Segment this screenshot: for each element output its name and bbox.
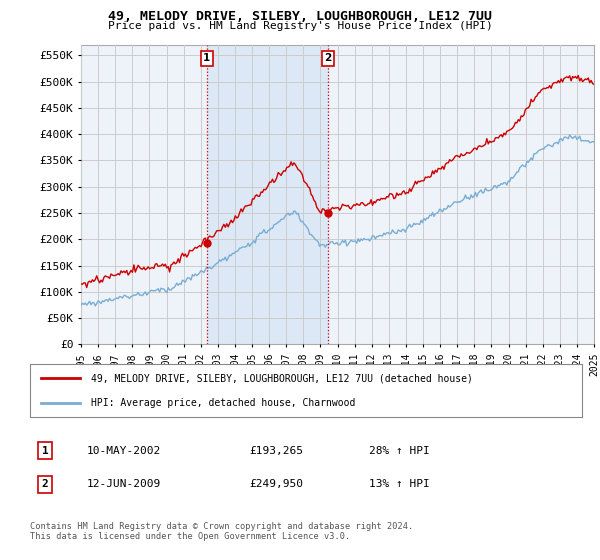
Text: 12-JUN-2009: 12-JUN-2009 <box>87 479 161 489</box>
Text: 28% ↑ HPI: 28% ↑ HPI <box>369 446 430 456</box>
Text: 2: 2 <box>325 53 332 63</box>
Text: HPI: Average price, detached house, Charnwood: HPI: Average price, detached house, Char… <box>91 398 355 408</box>
Text: Contains HM Land Registry data © Crown copyright and database right 2024.
This d: Contains HM Land Registry data © Crown c… <box>30 522 413 542</box>
Text: 13% ↑ HPI: 13% ↑ HPI <box>369 479 430 489</box>
Text: Price paid vs. HM Land Registry's House Price Index (HPI): Price paid vs. HM Land Registry's House … <box>107 21 493 31</box>
Text: 49, MELODY DRIVE, SILEBY, LOUGHBOROUGH, LE12 7UU: 49, MELODY DRIVE, SILEBY, LOUGHBOROUGH, … <box>108 10 492 23</box>
Text: 1: 1 <box>41 446 49 456</box>
Bar <box>207 45 328 344</box>
Text: £249,950: £249,950 <box>249 479 303 489</box>
Text: 10-MAY-2002: 10-MAY-2002 <box>87 446 161 456</box>
Text: 2: 2 <box>41 479 49 489</box>
Text: £193,265: £193,265 <box>249 446 303 456</box>
Text: 1: 1 <box>203 53 211 63</box>
Text: 49, MELODY DRIVE, SILEBY, LOUGHBOROUGH, LE12 7UU (detached house): 49, MELODY DRIVE, SILEBY, LOUGHBOROUGH, … <box>91 374 473 384</box>
